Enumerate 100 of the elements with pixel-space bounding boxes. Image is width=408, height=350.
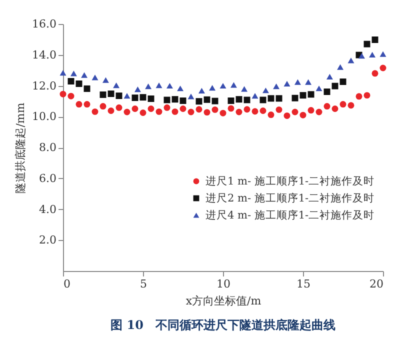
point [268, 95, 274, 102]
legend-label: 进尺4 m- 施工顺序1-二衬施作及时 [206, 208, 375, 222]
point [332, 106, 338, 112]
point [166, 82, 173, 89]
point [348, 102, 354, 109]
point [380, 64, 386, 72]
point [100, 91, 106, 98]
y-tick-label: 8.0 [39, 141, 56, 154]
point [156, 108, 162, 115]
point [332, 82, 338, 90]
legend-label: 进尺1 m- 施工顺序1-二衬施作及时 [206, 174, 375, 188]
point [212, 98, 218, 104]
point [324, 103, 330, 110]
point [196, 98, 202, 105]
point [356, 93, 362, 100]
y-tick-label: 14.0 [32, 48, 56, 62]
point [180, 97, 186, 104]
x-tick-label: 15 [296, 278, 310, 290]
point [252, 92, 258, 99]
point [60, 90, 66, 98]
point [252, 108, 258, 115]
point [212, 106, 218, 113]
point [164, 96, 170, 104]
point [236, 108, 242, 116]
point [84, 85, 90, 92]
y-tick-label: 16.0 [32, 18, 56, 30]
point [228, 97, 234, 104]
point [284, 112, 290, 119]
point [204, 96, 210, 103]
point [204, 109, 210, 116]
point [81, 72, 88, 78]
point [276, 95, 282, 102]
point [116, 92, 122, 100]
point [273, 84, 280, 90]
point [132, 94, 138, 102]
point [308, 91, 314, 98]
point [262, 88, 269, 94]
point [92, 108, 98, 115]
point [284, 80, 290, 87]
point [113, 82, 120, 88]
point [348, 58, 354, 64]
y-tick-label: 4.0 [39, 202, 56, 216]
point [145, 84, 152, 90]
point [124, 92, 130, 99]
y-tick-label: 2.0 [39, 234, 56, 247]
point [300, 92, 306, 99]
point [68, 78, 74, 85]
point [260, 108, 266, 114]
point [76, 80, 82, 87]
point [340, 101, 346, 108]
point [316, 86, 322, 92]
x-tick-label: 20 [370, 278, 384, 290]
point [364, 92, 370, 99]
point [116, 104, 122, 111]
point [180, 106, 186, 112]
point [305, 79, 312, 85]
point [84, 101, 90, 108]
y-tick-label: 10.0 [32, 110, 56, 124]
point [196, 106, 202, 113]
point [108, 90, 114, 98]
point [156, 82, 162, 88]
point [380, 51, 386, 57]
point [276, 106, 282, 113]
point [188, 108, 194, 116]
point [220, 110, 226, 116]
point [70, 70, 77, 76]
point [337, 64, 344, 70]
y-tick-label: 12.0 [32, 79, 56, 92]
point [134, 86, 141, 92]
point [220, 82, 226, 89]
point [364, 40, 370, 48]
point [372, 36, 378, 43]
point [316, 108, 322, 116]
point [102, 77, 109, 83]
point [292, 94, 298, 102]
point [209, 84, 216, 91]
point [260, 96, 266, 104]
text: 图 10 不同循环进尺下隧道拱底隆起曲线 [110, 318, 336, 332]
point [198, 88, 205, 94]
point [188, 94, 194, 100]
point [60, 70, 66, 76]
x-axis-title: x方向坐标值/m [186, 294, 262, 308]
point [228, 105, 234, 112]
x-tick-label: 0 [64, 278, 70, 290]
x-tick-label: 10 [216, 278, 230, 290]
y-axis-title: 隧道拱底隆起/mm [14, 102, 28, 194]
point [308, 107, 314, 114]
point [294, 79, 301, 85]
point [92, 74, 98, 80]
point [68, 92, 74, 100]
point [300, 112, 306, 118]
point [372, 70, 378, 77]
point [76, 101, 82, 108]
point [140, 110, 146, 116]
y-tick-label: 6.0 [39, 172, 56, 185]
point [340, 78, 346, 85]
point [244, 96, 250, 104]
point [236, 96, 242, 103]
point [100, 103, 106, 110]
point [172, 96, 178, 103]
